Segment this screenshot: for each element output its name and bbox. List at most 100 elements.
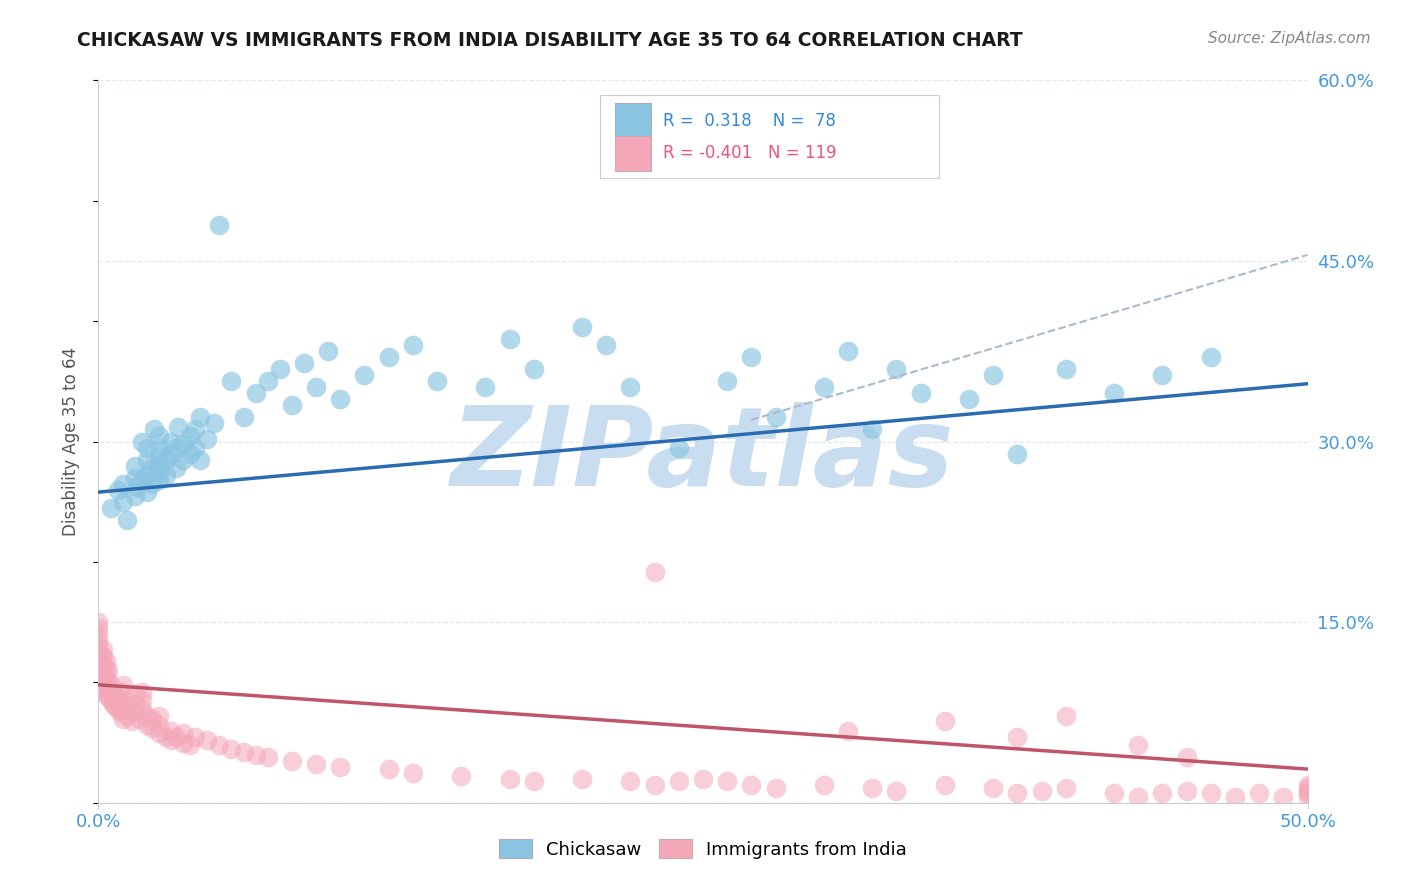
Point	[131, 473, 153, 487]
Point	[172, 437, 194, 451]
Point	[837, 723, 859, 738]
Point	[184, 422, 207, 436]
Point	[124, 458, 146, 473]
Point	[135, 468, 157, 483]
Point	[107, 483, 129, 497]
Point	[148, 717, 170, 731]
Point	[269, 362, 291, 376]
Point	[1128, 738, 1150, 752]
Point	[281, 398, 304, 412]
Point	[87, 645, 110, 659]
Point	[305, 380, 328, 394]
Point	[981, 368, 1004, 383]
Point	[245, 386, 267, 401]
Point	[165, 461, 187, 475]
Point	[179, 446, 201, 460]
Point	[886, 784, 908, 798]
Point	[644, 778, 666, 792]
Point	[1007, 730, 1029, 744]
Point	[107, 693, 129, 707]
Y-axis label: Disability Age 35 to 64: Disability Age 35 to 64	[62, 347, 80, 536]
Point	[813, 380, 835, 394]
Point	[571, 772, 593, 786]
Point	[195, 733, 218, 747]
Point	[740, 350, 762, 364]
Text: Source: ZipAtlas.com: Source: ZipAtlas.com	[1208, 31, 1371, 46]
Point	[188, 452, 211, 467]
Point	[204, 417, 226, 431]
Point	[121, 714, 143, 728]
Point	[1054, 709, 1077, 723]
Point	[1175, 750, 1198, 764]
Point	[402, 338, 425, 352]
Point	[111, 476, 134, 491]
Point	[148, 428, 170, 442]
Point	[87, 664, 110, 678]
Point	[91, 641, 114, 656]
Point	[450, 769, 472, 783]
Point	[765, 781, 787, 796]
Point	[644, 565, 666, 579]
Point	[860, 422, 883, 436]
Point	[208, 218, 231, 232]
Point	[1199, 350, 1222, 364]
Point	[141, 712, 163, 726]
Point	[111, 494, 134, 508]
Point	[221, 741, 243, 756]
Point	[1152, 786, 1174, 800]
Point	[329, 760, 352, 774]
Point	[221, 374, 243, 388]
Point	[910, 386, 932, 401]
Point	[94, 661, 117, 675]
Point	[91, 681, 114, 696]
Point	[155, 468, 177, 483]
Point	[90, 648, 112, 663]
Point	[155, 452, 177, 467]
Point	[377, 762, 399, 776]
Point	[571, 320, 593, 334]
Point	[498, 332, 520, 346]
Point	[131, 434, 153, 449]
Point	[111, 678, 134, 692]
Point	[1296, 786, 1319, 800]
Point	[111, 685, 134, 699]
Point	[124, 697, 146, 711]
Point	[100, 685, 122, 699]
Point	[117, 513, 139, 527]
Point	[160, 434, 183, 449]
Point	[837, 344, 859, 359]
Point	[155, 730, 177, 744]
Point	[402, 765, 425, 780]
Point	[498, 772, 520, 786]
Text: R = -0.401   N = 119: R = -0.401 N = 119	[664, 145, 837, 162]
Point	[256, 374, 278, 388]
Point	[184, 441, 207, 455]
Point	[104, 699, 127, 714]
Point	[135, 441, 157, 455]
Point	[1296, 784, 1319, 798]
Point	[208, 738, 231, 752]
Point	[860, 781, 883, 796]
Point	[131, 702, 153, 716]
Point	[135, 709, 157, 723]
Point	[160, 446, 183, 460]
Text: R =  0.318    N =  78: R = 0.318 N = 78	[664, 112, 837, 129]
Point	[474, 380, 496, 394]
Point	[1296, 781, 1319, 796]
Point	[135, 452, 157, 467]
Point	[740, 778, 762, 792]
Point	[87, 657, 110, 672]
Point	[281, 754, 304, 768]
Point	[179, 738, 201, 752]
Point	[1031, 784, 1053, 798]
Point	[100, 500, 122, 515]
Point	[97, 690, 120, 704]
Point	[108, 706, 131, 720]
Point	[934, 778, 956, 792]
Point	[426, 374, 449, 388]
Point	[143, 422, 166, 436]
Point	[329, 392, 352, 407]
Point	[104, 690, 127, 704]
Point	[117, 699, 139, 714]
Point	[87, 669, 110, 683]
